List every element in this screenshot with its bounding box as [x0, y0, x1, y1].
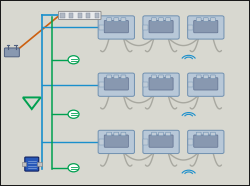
- FancyBboxPatch shape: [107, 132, 112, 136]
- FancyBboxPatch shape: [107, 18, 112, 21]
- FancyBboxPatch shape: [196, 18, 201, 21]
- FancyBboxPatch shape: [143, 16, 179, 39]
- FancyBboxPatch shape: [149, 78, 173, 90]
- FancyBboxPatch shape: [104, 78, 128, 90]
- FancyBboxPatch shape: [188, 16, 224, 39]
- FancyBboxPatch shape: [149, 20, 173, 33]
- FancyBboxPatch shape: [121, 75, 126, 78]
- FancyBboxPatch shape: [158, 75, 164, 78]
- FancyBboxPatch shape: [166, 18, 170, 21]
- FancyBboxPatch shape: [98, 130, 134, 154]
- Circle shape: [68, 110, 79, 118]
- FancyBboxPatch shape: [114, 18, 119, 21]
- FancyBboxPatch shape: [25, 157, 39, 171]
- FancyBboxPatch shape: [194, 135, 218, 147]
- FancyBboxPatch shape: [121, 18, 126, 21]
- FancyBboxPatch shape: [149, 135, 173, 147]
- FancyBboxPatch shape: [166, 75, 170, 78]
- FancyBboxPatch shape: [152, 18, 156, 21]
- FancyBboxPatch shape: [78, 13, 82, 18]
- FancyBboxPatch shape: [144, 82, 148, 87]
- FancyBboxPatch shape: [210, 75, 215, 78]
- FancyBboxPatch shape: [38, 162, 42, 166]
- FancyBboxPatch shape: [58, 11, 101, 20]
- Circle shape: [68, 56, 79, 64]
- FancyBboxPatch shape: [22, 162, 26, 166]
- FancyBboxPatch shape: [98, 16, 134, 39]
- FancyBboxPatch shape: [194, 78, 218, 90]
- FancyBboxPatch shape: [152, 75, 156, 78]
- FancyBboxPatch shape: [98, 73, 134, 96]
- FancyBboxPatch shape: [210, 18, 215, 21]
- FancyBboxPatch shape: [188, 139, 193, 145]
- FancyBboxPatch shape: [95, 13, 99, 18]
- FancyBboxPatch shape: [188, 73, 224, 96]
- FancyBboxPatch shape: [86, 13, 90, 18]
- FancyBboxPatch shape: [144, 139, 148, 145]
- FancyBboxPatch shape: [99, 25, 103, 30]
- FancyBboxPatch shape: [99, 139, 103, 145]
- FancyBboxPatch shape: [144, 25, 148, 30]
- FancyBboxPatch shape: [143, 73, 179, 96]
- FancyBboxPatch shape: [196, 132, 201, 136]
- FancyBboxPatch shape: [114, 132, 119, 136]
- FancyBboxPatch shape: [60, 13, 64, 18]
- FancyBboxPatch shape: [210, 132, 215, 136]
- FancyBboxPatch shape: [99, 82, 103, 87]
- FancyBboxPatch shape: [158, 18, 164, 21]
- FancyBboxPatch shape: [196, 75, 201, 78]
- FancyBboxPatch shape: [203, 18, 208, 21]
- FancyBboxPatch shape: [114, 75, 119, 78]
- FancyBboxPatch shape: [203, 75, 208, 78]
- FancyBboxPatch shape: [188, 25, 193, 30]
- FancyBboxPatch shape: [188, 82, 193, 87]
- FancyBboxPatch shape: [166, 132, 170, 136]
- FancyBboxPatch shape: [69, 13, 73, 18]
- FancyBboxPatch shape: [104, 20, 128, 33]
- FancyBboxPatch shape: [143, 130, 179, 154]
- FancyBboxPatch shape: [107, 75, 112, 78]
- FancyBboxPatch shape: [4, 48, 19, 57]
- FancyBboxPatch shape: [203, 132, 208, 136]
- FancyBboxPatch shape: [152, 132, 156, 136]
- Circle shape: [68, 164, 79, 172]
- FancyBboxPatch shape: [188, 130, 224, 154]
- FancyBboxPatch shape: [194, 20, 218, 33]
- FancyBboxPatch shape: [104, 135, 128, 147]
- FancyBboxPatch shape: [158, 132, 164, 136]
- FancyBboxPatch shape: [121, 132, 126, 136]
